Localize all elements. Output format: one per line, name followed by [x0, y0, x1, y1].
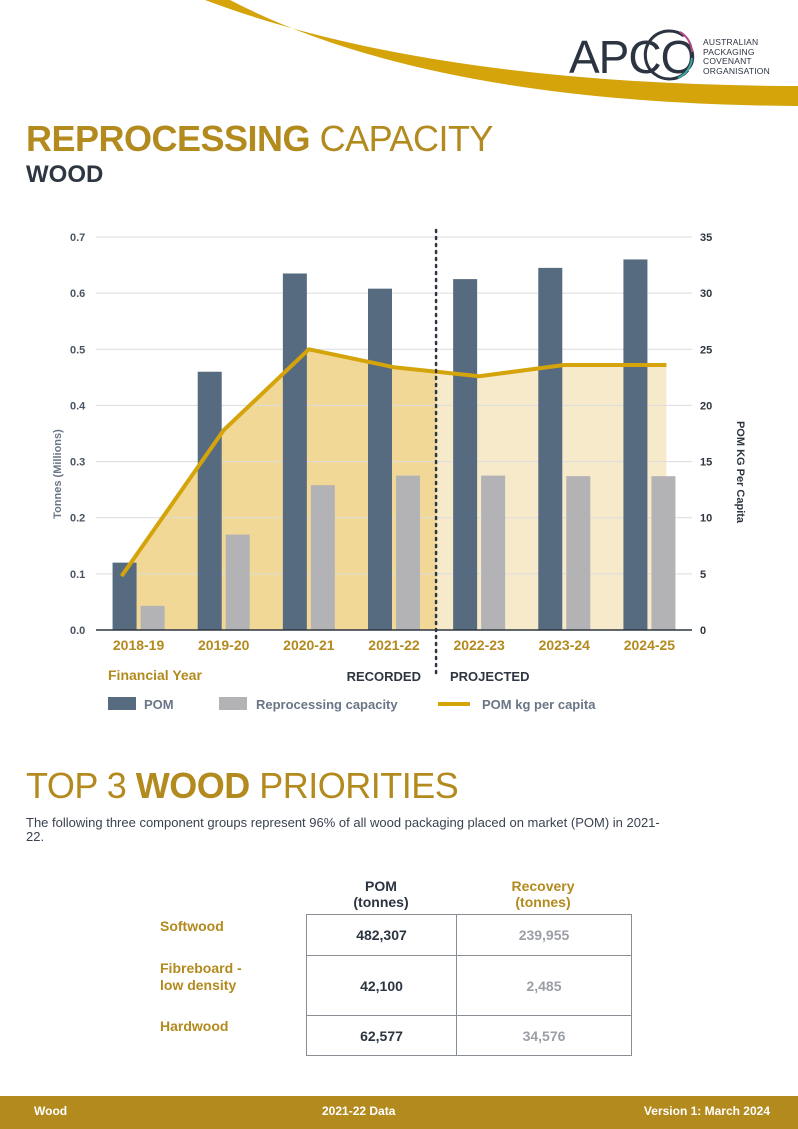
row-label-fibreboard: Fibreboard - low density: [160, 960, 242, 993]
page-subtitle: WOOD: [26, 161, 104, 188]
col-header-pom: POM (tonnes): [353, 878, 409, 910]
bar-pom: [368, 288, 392, 630]
y-tick-label: 0.1: [70, 569, 85, 581]
row-label-softwood: Softwood: [160, 918, 224, 934]
y2-tick-label: 15: [700, 457, 712, 469]
recorded-label: RECORDED: [347, 669, 421, 684]
bar-reprocessing: [396, 475, 420, 630]
y-tick-label: 0.3: [70, 457, 85, 469]
bar-pom: [453, 279, 478, 630]
x-tick-label: 2020-21: [283, 637, 335, 653]
bar-reprocessing: [481, 475, 506, 630]
cell-pom-hardwood: 62,577: [306, 1015, 457, 1056]
logo-circle-icon: [643, 29, 693, 81]
logo-word: APCO: [569, 31, 696, 83]
y-tick-label: 0.0: [70, 625, 85, 637]
footer-center: 2021-22 Data: [322, 1104, 396, 1118]
bar-pom: [282, 273, 307, 630]
y2-tick-label: 10: [700, 513, 712, 525]
x-axis-label: Financial Year: [108, 667, 202, 683]
legend-label-reprocessing: Reprocessing capacity: [256, 697, 398, 712]
footer-bar: Wood 2021-22 Data Version 1: March 2024: [0, 1096, 798, 1129]
legend-label-line: POM kg per capita: [482, 697, 596, 712]
bar-pom: [623, 259, 648, 630]
row-label-hardwood: Hardwood: [160, 1018, 229, 1034]
y2-tick-label: 20: [700, 400, 712, 412]
bar-reprocessing: [140, 605, 165, 630]
y-tick-label: 0.7: [70, 232, 85, 244]
logo-tagline: AUSTRALIAN PACKAGING COVENANT ORGANISATI…: [703, 37, 770, 76]
bar-reprocessing: [225, 534, 250, 630]
x-tick-label: 2022-23: [453, 637, 505, 653]
title-rest: CAPACITY: [319, 118, 494, 159]
footer-right: Version 1: March 2024: [643, 1104, 770, 1118]
cell-pom-softwood: 482,307: [306, 914, 457, 956]
footer-left: Wood: [34, 1104, 68, 1118]
cell-recovery-softwood: 239,955: [456, 914, 632, 956]
bar-reprocessing: [566, 476, 591, 630]
x-tick-label: 2023-24: [539, 637, 591, 653]
header-swoosh: [205, 0, 798, 106]
y-tick-label: 0.6: [70, 288, 85, 300]
x-tick-label: 2018-19: [113, 637, 165, 653]
line-pom-per-capita: [119, 347, 667, 578]
x-tick-label: 2024-25: [624, 637, 676, 653]
y2-tick-label: 5: [700, 569, 706, 581]
priorities-intro: The following three component groups rep…: [26, 815, 660, 844]
legend-swatch-pom: [108, 697, 136, 710]
y-axis-label: Tonnes (Millions): [52, 429, 64, 519]
page-title: REPROCESSING CAPACITY: [26, 118, 493, 160]
reprocessing-chart: 0.0 0.1 0.2 0.3 0.4 0.5 0.6 0.7 0 5 10 15 20 25 30 35 20…: [52, 228, 746, 712]
bar-reprocessing: [651, 476, 676, 630]
x-tick-label: 2021-22: [368, 637, 420, 653]
legend-swatch-reprocessing: [219, 697, 247, 710]
y-tick-label: 0.4: [70, 400, 86, 412]
x-tick-label: 2019-20: [198, 637, 250, 653]
priorities-title: TOP 3 WOOD PRIORITIES: [26, 765, 459, 806]
bar-pom: [538, 267, 563, 630]
bar-reprocessing: [310, 485, 335, 630]
y2-axis-label: POM KG Per Capita: [734, 421, 746, 524]
y-tick-label: 0.5: [70, 344, 85, 356]
bar-pom: [197, 371, 222, 630]
col-header-recovery: Recovery (tonnes): [511, 878, 575, 910]
legend-label-pom: POM: [144, 697, 174, 712]
cell-recovery-hardwood: 34,576: [456, 1015, 632, 1056]
cell-recovery-fibreboard: 2,485: [456, 955, 632, 1016]
y2-tick-label: 30: [700, 288, 712, 300]
projected-label: PROJECTED: [450, 669, 529, 684]
y2-tick-label: 25: [700, 344, 712, 356]
y2-tick-label: 0: [700, 625, 706, 637]
y2-tick-label: 35: [700, 232, 712, 244]
cell-pom-fibreboard: 42,100: [306, 955, 457, 1016]
y-tick-label: 0.2: [70, 513, 85, 525]
title-bold: REPROCESSING: [26, 118, 311, 159]
